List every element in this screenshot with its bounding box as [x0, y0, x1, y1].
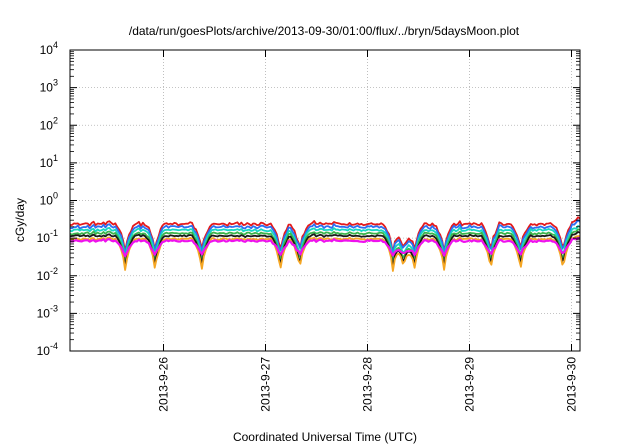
y-tick-label-base: 10	[40, 118, 54, 132]
y-tick-label-exponent: 4	[53, 40, 58, 50]
y-tick-label-exponent: -1	[50, 228, 58, 238]
y-tick-label-exponent: 3	[53, 78, 58, 88]
y-tick-label: 100	[40, 191, 58, 208]
series-line	[69, 236, 581, 258]
y-tick-label-base: 10	[40, 43, 54, 57]
x-tick-label: 2013-9-28	[361, 357, 375, 412]
y-tick-label-exponent: -3	[50, 303, 58, 313]
y-tick-label-base: 10	[37, 344, 51, 358]
y-tick-label-exponent: -2	[50, 266, 58, 276]
x-tick-label: 2013-9-29	[463, 357, 477, 412]
y-tick-label-base: 10	[37, 306, 51, 320]
y-tick-label: 102	[40, 115, 58, 132]
grid	[70, 50, 580, 351]
x-axis-label: Coordinated Universal Time (UTC)	[233, 430, 417, 444]
y-tick-label-exponent: 0	[53, 191, 58, 201]
series-line	[70, 219, 581, 255]
y-tick-label-base: 10	[40, 194, 54, 208]
y-tick-label: 103	[40, 78, 58, 95]
x-tick-label: 2013-9-26	[157, 357, 171, 412]
x-tick-label: 2013-9-30	[565, 357, 579, 412]
y-tick-label-base: 10	[40, 156, 54, 170]
y-tick-label: 10-2	[37, 266, 58, 283]
x-tick-label: 2013-9-27	[259, 357, 273, 412]
y-tick-label: 104	[40, 40, 58, 57]
y-tick-label: 10-4	[37, 341, 58, 358]
chart-title: /data/run/goesPlots/archive/2013-09-30/0…	[129, 24, 520, 38]
series-line	[69, 230, 581, 269]
y-tick-label-exponent: -4	[50, 341, 58, 351]
y-tick-label-exponent: 1	[53, 153, 58, 163]
y-tick-label-base: 10	[40, 81, 54, 95]
y-axis-label: cGy/day	[13, 198, 27, 242]
y-tick-label: 101	[40, 153, 58, 170]
y-tick-label: 10-1	[37, 228, 58, 245]
series-line	[69, 228, 581, 265]
series-group	[69, 216, 581, 272]
y-tick-label: 10-3	[37, 303, 58, 320]
y-tick-label-base: 10	[37, 231, 51, 245]
x-axis: 2013-9-26 2013-9-27 2013-9-28 2013-9-29 2013…	[157, 50, 579, 412]
y-tick-label-exponent: 2	[53, 115, 58, 125]
y-tick-label-base: 10	[37, 269, 51, 283]
